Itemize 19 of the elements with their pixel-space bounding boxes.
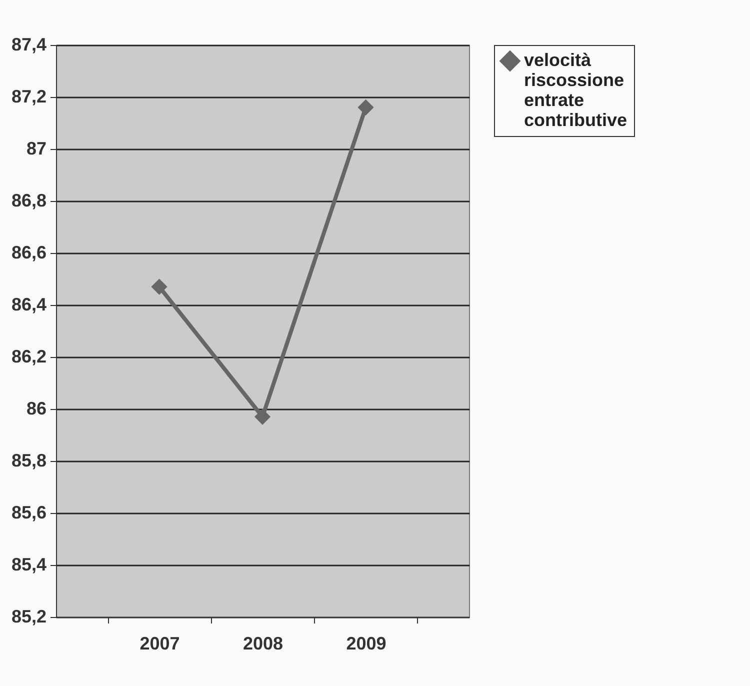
x-tick-label: 2008 [242,634,284,654]
y-tick-label: 86,2 [11,346,46,366]
y-tick-label: 86,8 [11,190,46,210]
y-tick-label: 85,4 [11,554,46,574]
y-tick-label: 87,2 [11,86,46,106]
y-tick-label: 86 [26,398,46,418]
point [358,99,374,116]
y-tick-label: 86,4 [11,294,46,314]
point [254,408,271,425]
legend-label: velocità riscossione entrate contributive [524,50,628,130]
y-tick-label: 85,8 [11,450,46,470]
x-tick-label: 2007 [140,634,180,654]
point [151,278,168,295]
x-tick-label: 2009 [346,634,386,654]
y-tick-label: 85,2 [11,606,46,626]
y-tick-label: 87 [26,138,46,158]
y-tick-label: 87,4 [11,34,46,54]
y-tick-label: 85,6 [11,502,46,522]
y-tick-label: 86,6 [11,242,46,262]
